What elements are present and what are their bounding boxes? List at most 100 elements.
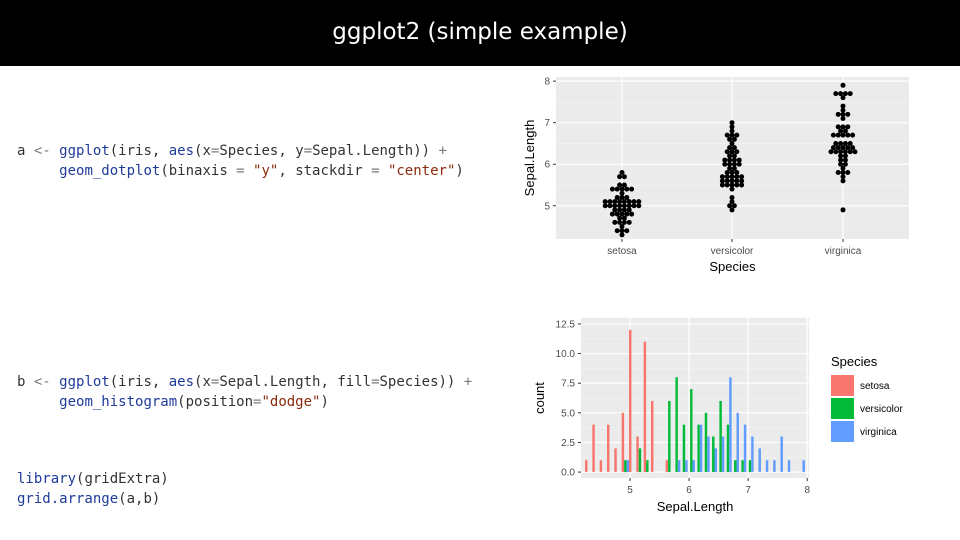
bar-versicolor: [734, 460, 737, 473]
x-tick-label: versicolor: [711, 246, 754, 257]
dot-virginica: [833, 140, 839, 146]
dot-versicolor: [739, 174, 745, 180]
dot-setosa: [621, 207, 627, 213]
dot-setosa: [621, 203, 627, 209]
dot-virginica: [835, 145, 841, 151]
dot-virginica: [835, 124, 841, 130]
dot-virginica: [833, 91, 839, 97]
dot-setosa: [617, 182, 623, 188]
bar-setosa: [592, 424, 595, 473]
dot-virginica: [840, 174, 846, 180]
dot-setosa: [614, 228, 620, 234]
dot-versicolor: [727, 203, 733, 209]
dot-virginica: [842, 149, 848, 155]
dot-virginica: [842, 140, 848, 146]
bar-versicolor: [682, 424, 686, 473]
bar-setosa: [607, 424, 610, 473]
bar-versicolor: [726, 424, 730, 473]
dot-versicolor: [724, 132, 730, 138]
dot-setosa: [619, 224, 625, 230]
bar-virginica: [765, 460, 769, 473]
dot-versicolor: [731, 136, 737, 142]
dot-versicolor: [729, 132, 735, 138]
dot-virginica: [845, 124, 851, 130]
dot-versicolor: [734, 132, 740, 138]
dot-versicolor: [719, 178, 725, 184]
dot-virginica: [847, 149, 853, 155]
bar-virginica: [780, 436, 783, 473]
dot-setosa: [621, 174, 627, 180]
bar-setosa: [614, 448, 617, 473]
dot-versicolor: [736, 161, 742, 167]
bar-setosa: [665, 460, 669, 473]
y-axis-label: count: [532, 382, 547, 414]
dot-virginica: [838, 91, 844, 97]
bar-virginica: [787, 460, 791, 473]
dot-versicolor: [734, 182, 740, 188]
dot-virginica: [847, 140, 853, 146]
bar-versicolor: [646, 460, 649, 473]
bar-setosa: [585, 460, 588, 473]
y-tick-label: 5.0: [561, 408, 575, 419]
dot-setosa: [614, 194, 620, 200]
dot-virginica: [842, 128, 848, 134]
dot-versicolor: [724, 170, 730, 176]
code-line: b <- ggplot(iris, aes(x=Sepal.Length, fi…: [17, 374, 473, 390]
dot-versicolor: [731, 153, 737, 159]
bar-virginica: [802, 460, 805, 473]
dot-versicolor: [729, 170, 735, 176]
bar-versicolor: [697, 424, 700, 473]
legend-key-virginica: [831, 421, 854, 442]
dot-versicolor: [734, 170, 740, 176]
dot-versicolor: [724, 149, 730, 155]
code-line: library(gridExtra): [17, 471, 169, 487]
dot-setosa: [602, 199, 608, 205]
dot-virginica: [842, 153, 848, 159]
bar-virginica: [773, 460, 776, 473]
dot-setosa: [609, 211, 615, 217]
y-tick-label: 2.5: [561, 438, 575, 449]
dot-virginica: [850, 145, 856, 151]
dot-versicolor: [722, 161, 728, 167]
bar-setosa: [628, 329, 632, 473]
y-tick-label: 6: [544, 160, 550, 171]
dot-versicolor: [734, 178, 740, 184]
bar-virginica: [743, 424, 747, 473]
dot-virginica: [840, 111, 846, 117]
dot-virginica: [830, 132, 836, 138]
dot-setosa: [612, 199, 618, 205]
dot-virginica: [845, 132, 851, 138]
dot-setosa: [636, 199, 642, 205]
dot-virginica: [842, 157, 848, 163]
dot-virginica: [845, 170, 851, 176]
bar-versicolor: [675, 377, 678, 473]
dot-setosa: [626, 203, 632, 209]
dot-versicolor: [734, 174, 740, 180]
dot-versicolor: [727, 153, 733, 159]
dot-versicolor: [727, 145, 733, 151]
y-tick-label: 8: [544, 77, 550, 88]
y-axis-label: Sepal.Length: [522, 120, 537, 197]
dot-versicolor: [729, 207, 735, 213]
dot-versicolor: [731, 145, 737, 151]
dot-virginica: [840, 170, 846, 176]
dot-virginica: [838, 153, 844, 159]
bar-versicolor: [668, 400, 671, 473]
bar-versicolor: [748, 460, 752, 473]
dot-setosa: [624, 211, 630, 217]
y-tick-label: 10.0: [556, 349, 576, 360]
dot-versicolor: [731, 161, 737, 167]
dot-setosa: [617, 203, 623, 209]
bar-virginica: [692, 460, 695, 473]
bar-virginica: [677, 460, 681, 473]
dot-setosa: [621, 215, 627, 221]
code-block-histogram: b <- ggplot(iris, aes(x=Sepal.Length, fi…: [17, 372, 472, 412]
dot-versicolor: [722, 157, 728, 163]
dot-versicolor: [729, 174, 735, 180]
dot-versicolor: [719, 182, 725, 188]
dot-virginica: [838, 157, 844, 163]
dot-virginica: [830, 145, 836, 151]
dot-versicolor: [727, 157, 733, 163]
dot-setosa: [617, 207, 623, 213]
